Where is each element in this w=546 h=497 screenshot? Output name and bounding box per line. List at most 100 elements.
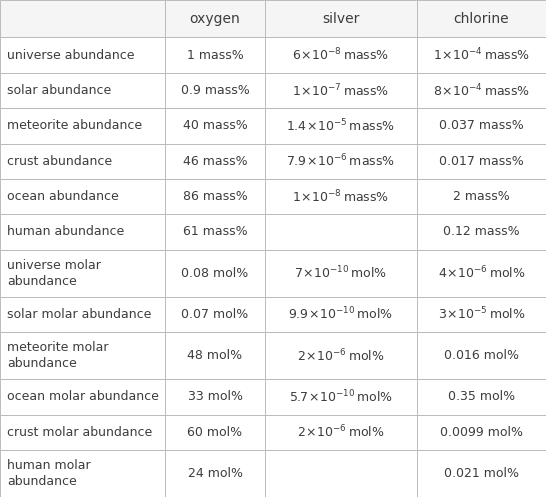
Bar — [417, 214, 546, 249]
Bar — [417, 332, 546, 379]
Bar — [0, 332, 165, 379]
Bar — [165, 450, 265, 497]
Bar — [417, 179, 546, 214]
Text: 0.07 mol%: 0.07 mol% — [181, 308, 248, 321]
Text: 0.021 mol%: 0.021 mol% — [444, 467, 519, 480]
Text: 24 mol%: 24 mol% — [187, 467, 242, 480]
Text: 40 mass%: 40 mass% — [182, 119, 247, 132]
Text: meteorite molar
abundance: meteorite molar abundance — [7, 341, 109, 370]
Bar — [417, 108, 546, 144]
Text: human molar
abundance: human molar abundance — [7, 459, 91, 488]
Bar — [0, 450, 165, 497]
Bar — [165, 144, 265, 179]
Text: $2\!\times\!10^{-6}$ mol%: $2\!\times\!10^{-6}$ mol% — [297, 347, 385, 364]
Text: $3\!\times\!10^{-5}$ mol%: $3\!\times\!10^{-5}$ mol% — [438, 306, 525, 323]
Bar — [0, 414, 165, 450]
Bar — [265, 249, 417, 297]
Text: 86 mass%: 86 mass% — [182, 190, 247, 203]
Bar — [165, 37, 265, 73]
Text: $1\!\times\!10^{-4}$ mass%: $1\!\times\!10^{-4}$ mass% — [433, 47, 530, 64]
Bar — [417, 73, 546, 108]
Bar — [417, 144, 546, 179]
Text: 60 mol%: 60 mol% — [187, 426, 242, 439]
Bar — [265, 450, 417, 497]
Bar — [165, 332, 265, 379]
Bar — [417, 414, 546, 450]
Bar — [0, 73, 165, 108]
Bar — [265, 0, 417, 37]
Text: crust abundance: crust abundance — [7, 155, 112, 167]
Text: $4\!\times\!10^{-6}$ mol%: $4\!\times\!10^{-6}$ mol% — [438, 265, 525, 281]
Bar — [0, 214, 165, 249]
Bar — [0, 144, 165, 179]
Text: 0.016 mol%: 0.016 mol% — [444, 349, 519, 362]
Bar — [165, 214, 265, 249]
Text: 0.0099 mol%: 0.0099 mol% — [440, 426, 523, 439]
Text: solar abundance: solar abundance — [7, 84, 111, 97]
Bar — [165, 249, 265, 297]
Text: $2\!\times\!10^{-6}$ mol%: $2\!\times\!10^{-6}$ mol% — [297, 424, 385, 440]
Bar — [165, 73, 265, 108]
Text: 0.9 mass%: 0.9 mass% — [181, 84, 250, 97]
Bar — [165, 0, 265, 37]
Bar — [265, 379, 417, 414]
Bar — [265, 37, 417, 73]
Text: 0.35 mol%: 0.35 mol% — [448, 390, 515, 404]
Bar — [0, 37, 165, 73]
Text: $7.9\!\times\!10^{-6}$ mass%: $7.9\!\times\!10^{-6}$ mass% — [287, 153, 395, 169]
Bar — [0, 0, 165, 37]
Text: 0.08 mol%: 0.08 mol% — [181, 266, 248, 280]
Text: 0.017 mass%: 0.017 mass% — [439, 155, 524, 167]
Bar — [265, 108, 417, 144]
Text: $8\!\times\!10^{-4}$ mass%: $8\!\times\!10^{-4}$ mass% — [433, 82, 530, 99]
Text: $6\!\times\!10^{-8}$ mass%: $6\!\times\!10^{-8}$ mass% — [293, 47, 389, 64]
Bar — [265, 179, 417, 214]
Bar — [165, 297, 265, 332]
Bar — [0, 379, 165, 414]
Text: 33 mol%: 33 mol% — [187, 390, 242, 404]
Bar — [417, 249, 546, 297]
Bar — [265, 332, 417, 379]
Text: ocean abundance: ocean abundance — [7, 190, 119, 203]
Bar — [417, 297, 546, 332]
Bar — [265, 297, 417, 332]
Bar — [265, 73, 417, 108]
Text: 46 mass%: 46 mass% — [183, 155, 247, 167]
Text: $9.9\!\times\!10^{-10}$ mol%: $9.9\!\times\!10^{-10}$ mol% — [288, 306, 394, 323]
Text: oxygen: oxygen — [189, 12, 240, 26]
Text: 61 mass%: 61 mass% — [183, 226, 247, 239]
Text: human abundance: human abundance — [7, 226, 124, 239]
Text: silver: silver — [322, 12, 360, 26]
Text: 2 mass%: 2 mass% — [453, 190, 510, 203]
Text: universe abundance: universe abundance — [7, 49, 135, 62]
Text: meteorite abundance: meteorite abundance — [7, 119, 142, 132]
Bar — [165, 108, 265, 144]
Text: 0.12 mass%: 0.12 mass% — [443, 226, 520, 239]
Bar — [265, 214, 417, 249]
Bar — [165, 179, 265, 214]
Text: $1\!\times\!10^{-7}$ mass%: $1\!\times\!10^{-7}$ mass% — [293, 82, 389, 99]
Bar — [417, 0, 546, 37]
Bar — [417, 37, 546, 73]
Text: $5.7\!\times\!10^{-10}$ mol%: $5.7\!\times\!10^{-10}$ mol% — [289, 389, 393, 405]
Text: 48 mol%: 48 mol% — [187, 349, 242, 362]
Bar — [417, 450, 546, 497]
Bar — [265, 414, 417, 450]
Text: 1 mass%: 1 mass% — [187, 49, 244, 62]
Text: 0.037 mass%: 0.037 mass% — [439, 119, 524, 132]
Bar — [265, 144, 417, 179]
Bar — [165, 379, 265, 414]
Text: solar molar abundance: solar molar abundance — [7, 308, 151, 321]
Bar — [0, 108, 165, 144]
Text: crust molar abundance: crust molar abundance — [7, 426, 152, 439]
Text: $7\!\times\!10^{-10}$ mol%: $7\!\times\!10^{-10}$ mol% — [294, 265, 388, 281]
Text: $1\!\times\!10^{-8}$ mass%: $1\!\times\!10^{-8}$ mass% — [293, 188, 389, 205]
Bar — [165, 414, 265, 450]
Bar — [0, 249, 165, 297]
Bar — [417, 379, 546, 414]
Text: chlorine: chlorine — [454, 12, 509, 26]
Text: universe molar
abundance: universe molar abundance — [7, 258, 101, 288]
Bar — [0, 179, 165, 214]
Text: $1.4\!\times\!10^{-5}$ mass%: $1.4\!\times\!10^{-5}$ mass% — [287, 118, 395, 134]
Bar — [0, 297, 165, 332]
